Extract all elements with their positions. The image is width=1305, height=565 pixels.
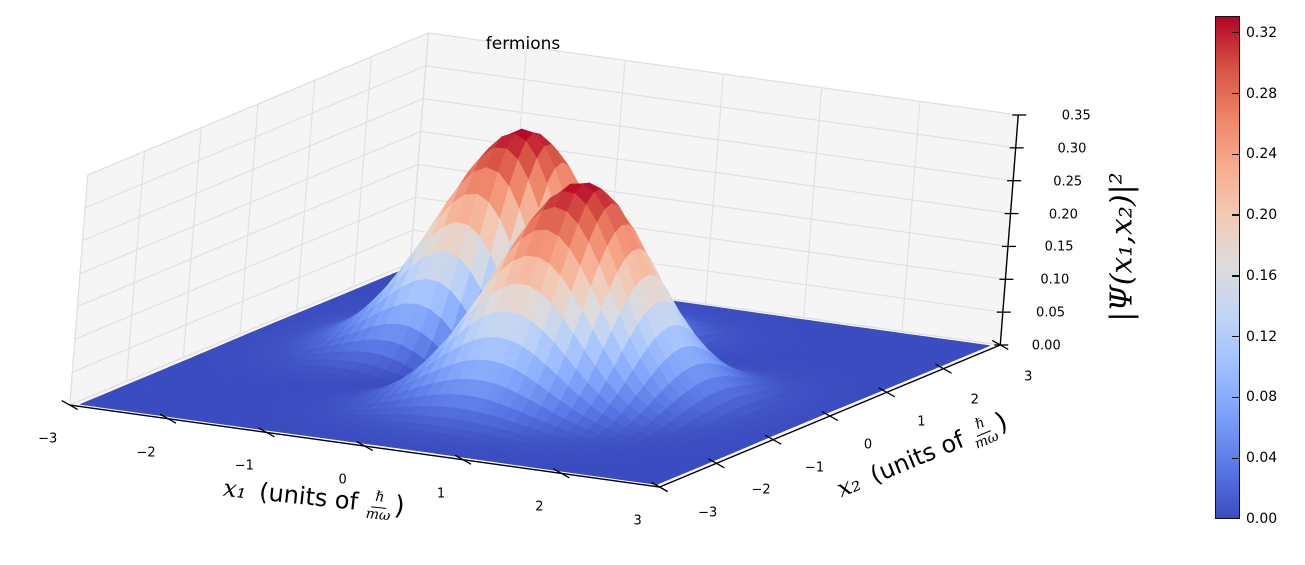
x1-symbol: x₁: [221, 473, 248, 504]
colorbar-tick-label: 0.20: [1246, 207, 1278, 224]
z-axis-label: |Ψ(x₁,x₂)|²: [1104, 172, 1140, 322]
colorbar-tick-mark: [1232, 396, 1239, 399]
colorbar-tick-mark: [1232, 32, 1239, 34]
plot-title: fermions: [485, 34, 561, 54]
colorbar-tick-label: 0.32: [1246, 24, 1278, 41]
colorbar-tick-label: 0.24: [1246, 146, 1278, 163]
hbar-over-momega-fraction: ℏ mω: [365, 489, 393, 525]
colorbar-tick-mark: [1232, 457, 1239, 459]
colorbar-tick-mark: [1232, 214, 1239, 216]
colorbar-tick-label: 0.00: [1246, 511, 1278, 527]
colorbar-tick-label: 0.08: [1246, 389, 1278, 406]
colorbar: [1215, 16, 1240, 519]
colorbar-tick-label: 0.12: [1246, 328, 1278, 345]
colorbar-tick-mark: [1232, 335, 1239, 338]
fraction-denominator: mω: [364, 505, 392, 525]
colorbar-tick-mark: [1232, 92, 1239, 95]
colorbar-tick-label: 0.04: [1246, 450, 1278, 467]
colorbar-tick-mark: [1232, 275, 1239, 277]
colorbar-tick-label: 0.16: [1246, 267, 1278, 284]
colorbar-tick-label: 0.28: [1246, 85, 1278, 102]
surface-plot-canvas: [0, 0, 1180, 565]
colorbar-tick-mark: [1232, 153, 1239, 155]
